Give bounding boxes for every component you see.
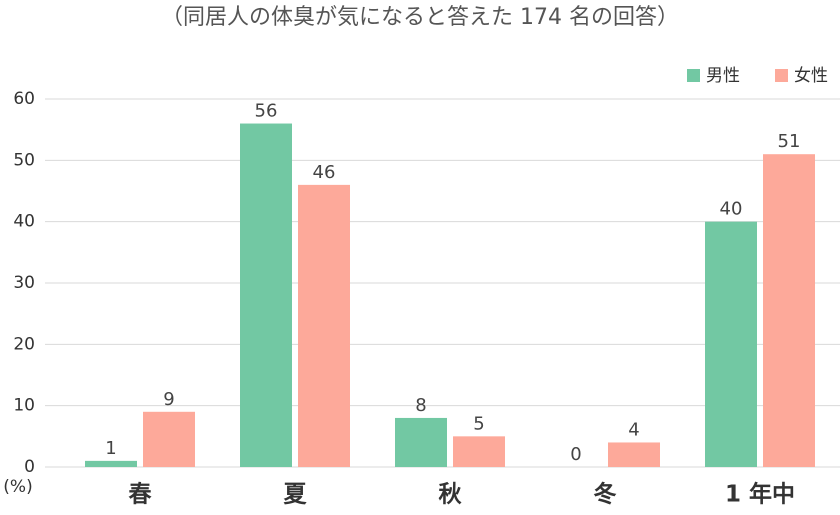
- y-tick-label: 0: [24, 457, 35, 477]
- legend-label: 男性: [706, 66, 740, 86]
- legend-swatch: [687, 69, 700, 82]
- chart-title: （同居人の体臭が気になると答えた 174 名の回答）: [161, 5, 679, 30]
- legend-label: 女性: [794, 66, 828, 86]
- y-tick-label: 60: [13, 89, 35, 109]
- value-label: 9: [163, 389, 174, 410]
- bar: [298, 184, 350, 467]
- bar: [143, 411, 195, 467]
- x-tick-label: 秋: [439, 482, 463, 508]
- value-label: 8: [415, 395, 426, 416]
- y-tick-label: 20: [13, 334, 35, 354]
- y-tick-label: 10: [13, 396, 35, 416]
- bar: [240, 123, 292, 468]
- y-tick-label: 40: [13, 212, 35, 232]
- x-tick-label: 春: [128, 482, 153, 508]
- bar: [763, 154, 815, 467]
- value-label: 4: [628, 419, 639, 440]
- value-label: 5: [473, 413, 484, 434]
- value-label: 56: [255, 101, 278, 122]
- bar: [453, 436, 505, 467]
- x-tick-label: 1 年中: [725, 481, 795, 508]
- bar: [85, 460, 137, 467]
- x-tick-label: 夏: [284, 482, 308, 508]
- y-axis-label: (%): [3, 477, 32, 497]
- value-label: 1: [105, 438, 116, 459]
- value-label: 51: [778, 131, 801, 152]
- value-label: 0: [570, 444, 581, 465]
- bar: [705, 221, 757, 467]
- value-label: 40: [720, 199, 743, 220]
- bar: [395, 417, 447, 467]
- x-tick-label: 冬: [594, 481, 617, 508]
- y-tick-label: 30: [13, 273, 35, 293]
- value-label: 46: [313, 162, 336, 183]
- y-tick-label: 50: [13, 150, 35, 170]
- legend-swatch: [775, 69, 788, 82]
- bar: [608, 442, 660, 467]
